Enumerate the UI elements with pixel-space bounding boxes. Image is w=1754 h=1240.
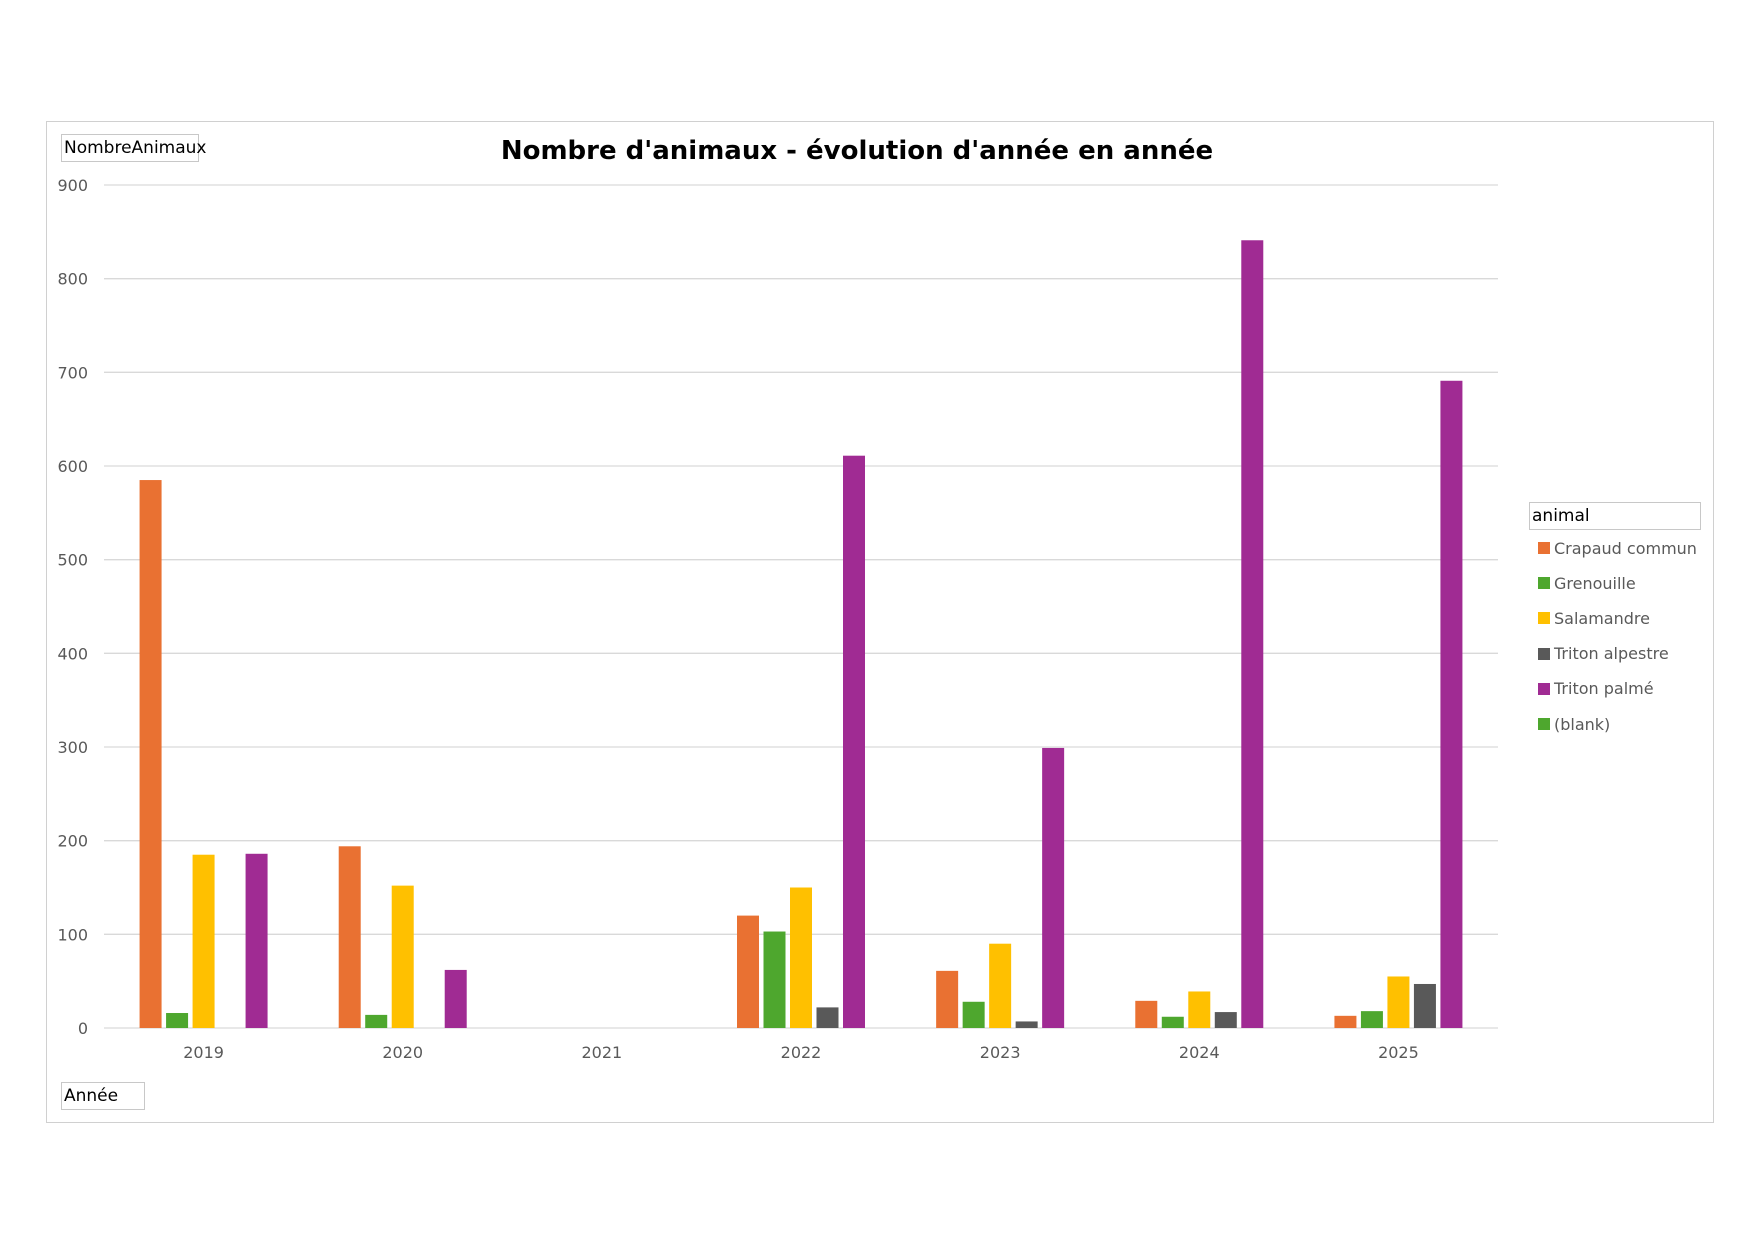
x-tick-label: 2021 [581,1043,622,1062]
x-tick-label: 2025 [1378,1043,1419,1062]
y-tick-label: 0 [78,1019,88,1038]
bar-triton-alpestre-2025[interactable] [1413,983,1436,1028]
y-tick-label: 500 [57,551,88,570]
legend-item[interactable]: Grenouille [1538,572,1636,594]
legend-label: Salamandre [1554,608,1650,628]
x-tick-label: 2022 [781,1043,822,1062]
bar-triton-alpestre-2022[interactable] [816,1007,839,1028]
bar-salamandre-2019[interactable] [192,854,215,1028]
value-field-button[interactable]: NombreAnimaux [61,134,206,162]
bar-grenouille-2022[interactable] [763,931,786,1028]
legend-swatch [1538,682,1550,695]
bar-crapaud-commun-2025[interactable] [1334,1015,1357,1028]
x-tick-label: 2019 [183,1043,224,1062]
bar-crapaud-commun-2020[interactable] [338,846,361,1028]
bar-grenouille-2023[interactable] [962,1001,985,1028]
bar-triton-alpestre-2023[interactable] [1015,1021,1038,1028]
bar-grenouille-2024[interactable] [1161,1016,1184,1028]
legend-label: Triton palmé [1554,679,1654,699]
bar-crapaud-commun-2022[interactable] [737,915,759,1028]
legend-item[interactable]: Triton palmé [1538,678,1654,700]
bar-salamandre-2020[interactable] [391,885,414,1028]
legend-swatch [1538,577,1550,590]
bar-salamandre-2024[interactable] [1188,991,1211,1028]
legend-item[interactable]: (blank) [1538,713,1610,735]
bar-triton-palm--2024[interactable] [1241,240,1264,1029]
bar-grenouille-2025[interactable] [1360,1011,1383,1028]
bar-triton-palm--2020[interactable] [444,969,467,1028]
bar-grenouille-2019[interactable] [166,1013,189,1028]
y-tick-label: 300 [57,738,88,757]
legend-item[interactable]: Triton alpestre [1538,643,1669,665]
bar-triton-palm--2022[interactable] [843,455,865,1028]
bar-triton-palm--2023[interactable] [1042,747,1065,1028]
bar-crapaud-commun-2019[interactable] [139,480,162,1028]
y-tick-label: 800 [57,270,88,289]
y-tick-label: 600 [57,457,88,476]
bar-crapaud-commun-2023[interactable] [936,970,959,1028]
x-tick-label: 2023 [980,1043,1021,1062]
legend-label: Grenouille [1554,573,1636,593]
bar-grenouille-2020[interactable] [365,1014,388,1028]
legend-item[interactable]: Salamandre [1538,607,1650,629]
legend-swatch [1538,542,1550,554]
bar-triton-palm--2019[interactable] [245,853,268,1028]
bar-crapaud-commun-2024[interactable] [1135,1000,1158,1028]
legend-swatch [1538,612,1550,625]
axis-field-button[interactable]: Année [61,1082,145,1110]
legend-item[interactable]: Crapaud commun [1538,537,1697,559]
y-tick-label: 700 [57,363,88,382]
legend-field-button[interactable]: animal [1529,502,1701,530]
y-tick-label: 900 [57,176,88,195]
x-tick-label: 2024 [1179,1043,1220,1062]
legend-swatch [1538,718,1550,730]
bar-salamandre-2025[interactable] [1387,976,1410,1028]
chart-area [46,121,1714,1123]
legend-label: Triton alpestre [1554,644,1669,664]
y-tick-label: 400 [57,644,88,663]
legend-swatch [1538,647,1550,660]
y-tick-label: 100 [57,925,88,944]
y-tick-label: 200 [57,832,88,851]
bar-salamandre-2022[interactable] [790,887,812,1029]
x-tick-label: 2020 [382,1043,423,1062]
bar-triton-alpestre-2024[interactable] [1214,1012,1237,1028]
chart-title: Nombre d'animaux - évolution d'année en … [500,136,1214,166]
bar-salamandre-2023[interactable] [989,943,1012,1028]
bar-triton-palm--2025[interactable] [1440,380,1463,1029]
legend-label: (blank) [1554,714,1611,734]
legend-label: Crapaud commun [1554,538,1697,558]
